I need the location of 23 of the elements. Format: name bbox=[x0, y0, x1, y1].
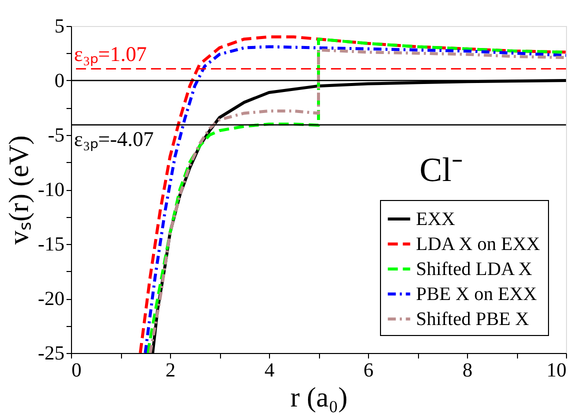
legend-label: LDA X on EXX bbox=[416, 234, 540, 255]
y-tick-label: -20 bbox=[38, 288, 64, 310]
y-axis-title: vₛ(r) (eV) bbox=[4, 135, 35, 245]
x-axis-title: r (a₀) bbox=[290, 382, 348, 414]
y-tick-label: -5 bbox=[48, 124, 64, 146]
y-tick-label: -25 bbox=[38, 342, 64, 364]
x-tick-label: 0 bbox=[72, 360, 82, 382]
y-tick-label: 0 bbox=[54, 70, 64, 92]
annotation: Cl⁻ bbox=[419, 152, 463, 189]
y-tick-label: 5 bbox=[54, 16, 64, 38]
legend-label: EXX bbox=[416, 209, 456, 230]
x-tick-label: 8 bbox=[462, 360, 472, 382]
x-tick-label: 4 bbox=[264, 360, 274, 382]
x-tick-label: 10 bbox=[546, 360, 566, 382]
legend-label: Shifted LDA X bbox=[416, 259, 532, 280]
ref-line-label: ε₃ₚ=-4.07 bbox=[74, 126, 154, 152]
x-tick-label: 2 bbox=[166, 360, 176, 382]
ref-line-label: ε₃ₚ=1.07 bbox=[74, 42, 147, 67]
legend-label: Shifted PBE X bbox=[416, 309, 530, 330]
legend-label: PBE X on EXX bbox=[416, 284, 538, 305]
x-tick-label: 6 bbox=[364, 360, 374, 382]
y-tick-label: -10 bbox=[38, 179, 64, 201]
y-tick-label: -15 bbox=[38, 234, 64, 256]
